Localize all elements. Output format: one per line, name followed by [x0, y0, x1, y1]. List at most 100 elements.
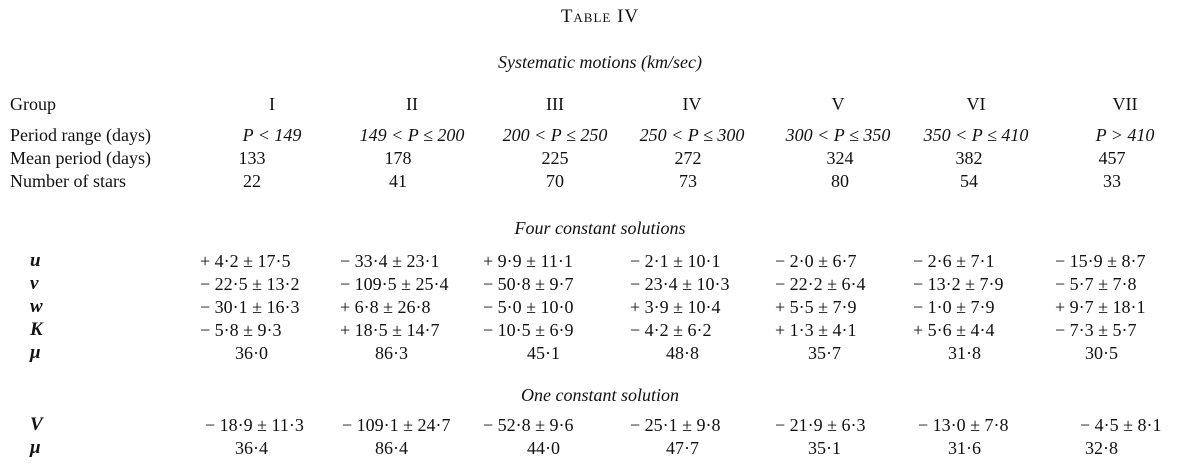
table-cell: − 52·8 ± 9·6 [483, 415, 574, 435]
table-cell: 86·3 [375, 343, 408, 363]
table-cell: − 22·2 ± 6·4 [775, 274, 866, 294]
table-cell: − 4·2 ± 6·2 [630, 320, 712, 340]
row-label: K [30, 319, 43, 340]
table-cell: 133 [238, 148, 266, 168]
table-cell: 30·5 [1085, 343, 1118, 363]
table-row: Period range (days) P < 149 149 < P ≤ 20… [0, 124, 1200, 146]
table-cell: 31·8 [948, 343, 981, 363]
table-cell: − 5·8 ± 9·3 [200, 320, 282, 340]
table-cell: − 109·5 ± 25·4 [340, 274, 449, 294]
row-label: Number of stars [10, 171, 126, 191]
table-cell: P < 149 [242, 125, 302, 145]
table-row: v − 22·5 ± 13·2 − 109·5 ± 25·4 − 50·8 ± … [0, 273, 1200, 295]
group-header: III [546, 94, 564, 114]
table-cell: 36·0 [235, 343, 268, 363]
group-label: Group [10, 94, 56, 114]
table-cell: + 6·8 ± 26·8 [340, 297, 431, 317]
group-header: VI [966, 94, 986, 114]
table-cell: 73 [679, 171, 697, 191]
table-cell: − 2·6 ± 7·1 [913, 251, 995, 271]
table-row: Number of stars 22 41 70 73 80 54 33 [0, 170, 1200, 192]
table-cell: + 3·9 ± 10·4 [630, 297, 721, 317]
table-cell: 80 [831, 171, 849, 191]
table-cell: 149 < P ≤ 200 [359, 125, 465, 145]
table-subtitle: Systematic motions (km/sec) [498, 52, 702, 72]
table-cell: 44·0 [527, 438, 560, 458]
table-cell: 54 [960, 171, 978, 191]
header-row: Group I II III IV V VI VII [0, 93, 1200, 115]
group-header: II [406, 94, 418, 114]
row-label: μ [30, 342, 41, 363]
table-cell: 272 [674, 148, 702, 168]
group-header: V [831, 94, 845, 114]
table-cell: − 5·7 ± 7·8 [1055, 274, 1137, 294]
table-cell: − 1·0 ± 7·9 [913, 297, 995, 317]
table-cell: 48·8 [666, 343, 699, 363]
table-row: u + 4·2 ± 17·5 − 33·4 ± 23·1 + 9·9 ± 11·… [0, 250, 1200, 272]
table-row: V − 18·9 ± 11·3 − 109·1 ± 24·7 − 52·8 ± … [0, 414, 1200, 436]
table-row: Mean period (days) 133 178 225 272 324 3… [0, 147, 1200, 169]
table-row: w − 30·1 ± 16·3 + 6·8 ± 26·8 − 5·0 ± 10·… [0, 296, 1200, 318]
table-cell: + 9·7 ± 18·1 [1055, 297, 1146, 317]
table-cell: 22 [243, 171, 261, 191]
table-cell: 178 [384, 148, 412, 168]
table-cell: − 4·5 ± 8·1 [1080, 415, 1162, 435]
table-cell: − 13·2 ± 7·9 [913, 274, 1004, 294]
table-cell: + 4·2 ± 17·5 [200, 251, 291, 271]
group-header: IV [682, 94, 702, 114]
table-title: Table IV [560, 6, 640, 27]
table-cell: − 5·0 ± 10·0 [483, 297, 574, 317]
table-cell: 250 < P ≤ 300 [639, 125, 745, 145]
row-label: u [30, 250, 41, 271]
row-label: V [30, 414, 43, 435]
table-cell: 70 [546, 171, 564, 191]
table-cell: 225 [541, 148, 569, 168]
table-cell: − 13·0 ± 7·8 [918, 415, 1009, 435]
table-cell: − 109·1 ± 24·7 [342, 415, 451, 435]
table-cell: − 2·0 ± 6·7 [775, 251, 857, 271]
table-row: K − 5·8 ± 9·3 + 18·5 ± 14·7 − 10·5 ± 6·9… [0, 319, 1200, 341]
table-cell: 33 [1103, 171, 1121, 191]
table-cell: 300 < P ≤ 350 [785, 125, 891, 145]
table-cell: 324 [826, 148, 854, 168]
table-cell: 457 [1098, 148, 1126, 168]
table-cell: P > 410 [1095, 125, 1155, 145]
table-cell: 35·1 [808, 438, 841, 458]
table-cell: − 7·3 ± 5·7 [1055, 320, 1137, 340]
table-cell: 36·4 [235, 438, 268, 458]
table-cell: + 9·9 ± 11·1 [483, 251, 573, 271]
table-cell: 31·6 [948, 438, 981, 458]
row-label: v [30, 273, 39, 294]
table-cell: + 5·5 ± 7·9 [775, 297, 857, 317]
table-cell: 47·7 [666, 438, 699, 458]
table-cell: − 25·1 ± 9·8 [630, 415, 721, 435]
table-cell: 35·7 [808, 343, 841, 363]
table-cell: − 50·8 ± 9·7 [483, 274, 574, 294]
table-cell: 45·1 [527, 343, 560, 363]
table-cell: 382 [955, 148, 983, 168]
table-cell: − 10·5 ± 6·9 [483, 320, 574, 340]
table-cell: + 18·5 ± 14·7 [340, 320, 440, 340]
table-row: μ 36·0 86·3 45·1 48·8 35·7 31·8 30·5 [0, 342, 1200, 364]
group-header: VII [1112, 94, 1138, 114]
table-cell: 32·8 [1085, 438, 1118, 458]
table-cell: + 1·3 ± 4·1 [775, 320, 857, 340]
table-cell: 200 < P ≤ 250 [502, 125, 608, 145]
table-cell: − 30·1 ± 16·3 [200, 297, 300, 317]
section-title-one-constant: One constant solution [521, 385, 679, 405]
section-title-four-constant: Four constant solutions [514, 218, 686, 238]
table-cell: − 23·4 ± 10·3 [630, 274, 730, 294]
table-cell: 41 [389, 171, 407, 191]
table-row: μ 36·4 86·4 44·0 47·7 35·1 31·6 32·8 [0, 437, 1200, 459]
row-label: w [30, 296, 43, 317]
table-cell: − 15·9 ± 8·7 [1055, 251, 1146, 271]
table-cell: 350 < P ≤ 410 [923, 125, 1029, 145]
row-label: Period range (days) [10, 125, 151, 145]
table-cell: − 18·9 ± 11·3 [205, 415, 304, 435]
table-cell: − 33·4 ± 23·1 [340, 251, 440, 271]
table-cell: 86·4 [375, 438, 408, 458]
row-label: Mean period (days) [10, 148, 151, 168]
table-cell: + 5·6 ± 4·4 [913, 320, 995, 340]
table-cell: − 22·5 ± 13·2 [200, 274, 300, 294]
